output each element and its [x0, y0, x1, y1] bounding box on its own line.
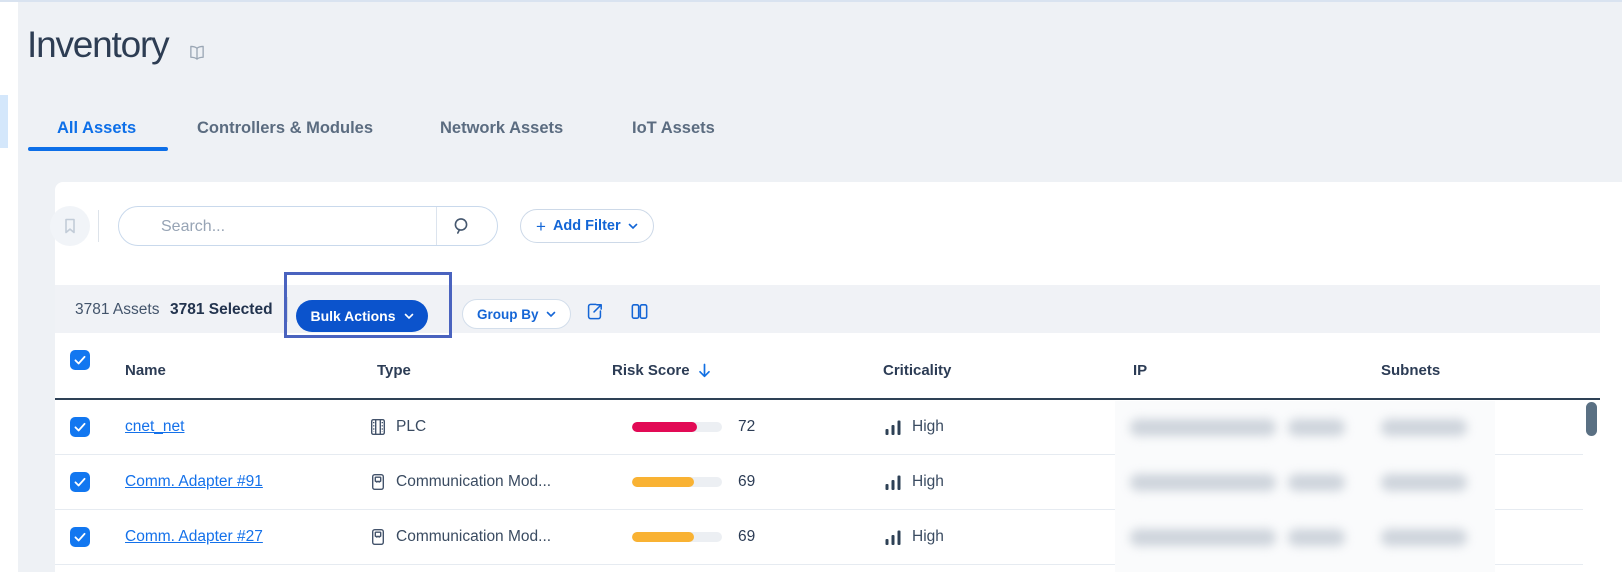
- divider: [436, 207, 437, 245]
- table-row: Comm. Adapter #91 Communication Mod... 6…: [55, 455, 1583, 510]
- asset-type-icon: [368, 472, 388, 492]
- plus-icon: +: [536, 216, 546, 236]
- row-checkbox[interactable]: [70, 417, 90, 437]
- risk-score-bar: [632, 532, 722, 542]
- column-header-subnets[interactable]: Subnets: [1381, 362, 1441, 379]
- active-nav-strip: [0, 95, 8, 148]
- criticality-value: High: [912, 418, 944, 435]
- asset-name-link[interactable]: Comm. Adapter #27: [125, 528, 263, 545]
- table-row: Comm. Adapter #27 Communication Mod... 6…: [55, 510, 1583, 565]
- column-header-ip[interactable]: IP: [1133, 362, 1148, 379]
- group-by-button[interactable]: Group By: [462, 299, 571, 329]
- divider: [98, 210, 99, 242]
- divider: [287, 297, 288, 322]
- tab-iot-assets[interactable]: IoT Assets: [632, 119, 715, 137]
- book-icon[interactable]: [187, 44, 207, 62]
- criticality-bars-icon: [885, 529, 902, 545]
- group-by-label: Group By: [477, 306, 539, 322]
- top-hairline: [0, 0, 1622, 2]
- bookmark-icon: [60, 216, 80, 236]
- tab-controllers-modules[interactable]: Controllers & Modules: [197, 119, 374, 137]
- checkbox-check-icon: [74, 355, 86, 365]
- risk-score-bar-fill: [632, 477, 695, 487]
- criticality-bars-icon: [885, 474, 902, 490]
- search-icon[interactable]: [451, 215, 473, 237]
- chevron-down-icon: [628, 222, 638, 231]
- risk-score-value: 69: [738, 473, 756, 490]
- table-header-border: [55, 398, 1600, 400]
- columns-icon[interactable]: [629, 301, 650, 322]
- selected-count: 3781 Selected: [170, 301, 273, 318]
- saved-filters-button[interactable]: [50, 206, 90, 246]
- search-box: [118, 206, 498, 247]
- checkbox-check-icon: [74, 422, 86, 432]
- page-title: Inventory: [27, 24, 170, 65]
- risk-score-bar: [632, 477, 722, 487]
- row-checkbox[interactable]: [70, 472, 90, 492]
- select-all-checkbox[interactable]: [70, 350, 90, 370]
- criticality-value: High: [912, 528, 944, 545]
- checkbox-check-icon: [74, 477, 86, 487]
- column-header-risk-score[interactable]: Risk Score: [612, 362, 711, 379]
- bulk-actions-button[interactable]: Bulk Actions: [296, 300, 428, 332]
- search-input[interactable]: [159, 207, 423, 247]
- row-checkbox[interactable]: [70, 527, 90, 547]
- asset-name-link[interactable]: cnet_net: [125, 418, 185, 435]
- bulk-actions-label: Bulk Actions: [310, 308, 396, 324]
- sort-descending-icon: [698, 363, 711, 378]
- asset-type: Communication Mod...: [396, 473, 552, 490]
- asset-type: PLC: [396, 418, 427, 435]
- tab-all-assets[interactable]: All Assets: [57, 119, 137, 137]
- assets-count: 3781 Assets: [75, 301, 160, 318]
- add-filter-label: Add Filter: [552, 218, 621, 234]
- tab-network-assets[interactable]: Network Assets: [440, 119, 564, 137]
- risk-score-value: 69: [738, 528, 756, 545]
- risk-score-value: 72: [738, 418, 756, 435]
- export-icon[interactable]: [584, 301, 605, 322]
- checkbox-check-icon: [74, 532, 86, 542]
- column-header-criticality[interactable]: Criticality: [883, 362, 952, 379]
- asset-type-icon: [368, 417, 388, 437]
- asset-type: Communication Mod...: [396, 528, 552, 545]
- column-header-type[interactable]: Type: [377, 362, 411, 379]
- chevron-down-icon: [404, 312, 414, 321]
- column-header-name[interactable]: Name: [125, 362, 166, 379]
- table-row: cnet_net PLC 72: [55, 400, 1583, 455]
- active-tab-underline: [28, 147, 168, 151]
- add-filter-button[interactable]: + Add Filter: [520, 209, 654, 243]
- criticality-value: High: [912, 473, 944, 490]
- asset-type-icon: [368, 527, 388, 547]
- criticality-bars-icon: [885, 419, 902, 435]
- chevron-down-icon: [546, 310, 556, 319]
- risk-score-bar-fill: [632, 422, 697, 432]
- vertical-scrollbar-thumb[interactable]: [1586, 402, 1597, 436]
- risk-score-bar: [632, 422, 722, 432]
- risk-score-bar-fill: [632, 532, 695, 542]
- left-gutter: [0, 0, 18, 572]
- asset-name-link[interactable]: Comm. Adapter #91: [125, 473, 263, 490]
